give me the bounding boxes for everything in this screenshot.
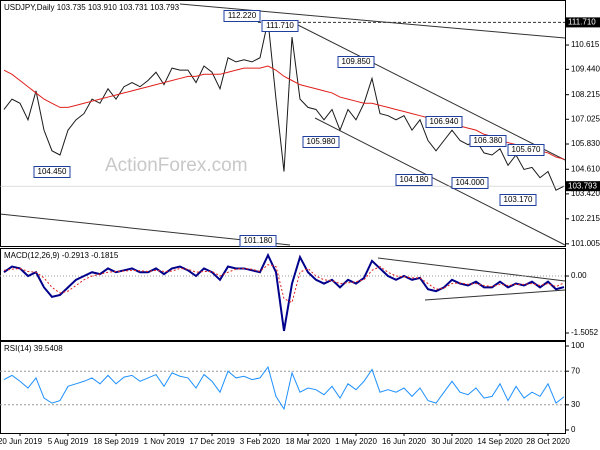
x-tick-label: 5 Aug 2019: [48, 437, 89, 446]
series-line: [3, 252, 565, 332]
y-tick-label: 101.005: [571, 239, 600, 248]
x-tick-label: 1 May 2020: [335, 437, 377, 446]
annotation: 104.000: [456, 178, 485, 187]
x-tick-label: 17 Dec 2019: [189, 437, 235, 446]
x-tick-label: 30 Jul 2020: [431, 437, 473, 446]
y-tick-label: 30: [571, 400, 580, 409]
annotation: 111.710: [266, 21, 294, 30]
annotation-box: [302, 136, 340, 148]
y-tick-label: 104.610: [571, 164, 600, 173]
y-tick-label: -1.5052: [571, 328, 599, 337]
annotation-box: [425, 116, 463, 128]
level-label: 103.793: [568, 181, 597, 190]
annotation-box: [507, 144, 545, 156]
y-tick-label: 100: [571, 341, 585, 350]
x-tick-label: 18 Mar 2020: [286, 437, 331, 446]
x-tick-label: 3 Feb 2020: [240, 437, 281, 446]
series-line: [3, 65, 565, 160]
y-tick-label: 105.830: [571, 139, 600, 148]
y-tick-label: 109.440: [571, 64, 600, 73]
x-tick-label: 14 Sep 2020: [477, 437, 523, 446]
level-box: [566, 181, 600, 192]
x-tick-label: 16 Jun 2020: [382, 437, 427, 446]
rsi-panel: [0, 341, 566, 434]
x-tick-label: 28 Oct 2020: [526, 437, 570, 446]
y-tick-label: 110.615: [571, 40, 600, 49]
annotation: 103.170: [504, 195, 533, 204]
channel-upper: [291, 21, 566, 161]
annotation: 106.940: [430, 117, 459, 126]
annotation: 109.850: [342, 57, 371, 66]
x-tick-label: 1 Nov 2019: [144, 437, 185, 446]
x-tick-label: 18 Sep 2019: [93, 437, 139, 446]
macd-trend-upper: [377, 257, 566, 282]
annotation-box: [223, 10, 261, 22]
macd-title: MACD(12,26,9) -0.2913 -0.1815: [4, 251, 119, 260]
y-tick-label: 103.420: [571, 189, 600, 198]
trend-line: [179, 3, 566, 39]
annotation-box: [239, 235, 277, 247]
y-tick-label: 108.215: [571, 90, 600, 99]
annotation-box: [337, 56, 375, 68]
annotation: 105.670: [512, 145, 541, 154]
price-title: USDJPY,Daily 103.735 103.910 103.731 103…: [4, 3, 180, 12]
y-tick-label: 102.215: [571, 214, 600, 223]
annotation: 101.180: [244, 236, 273, 245]
annotation: 104.450: [38, 167, 67, 176]
annotation-box: [469, 135, 507, 147]
annotation-box: [261, 20, 299, 32]
x-tick-label: 20 Jun 2019: [0, 437, 43, 446]
price-panel: [0, 0, 566, 247]
annotation-box: [451, 177, 489, 189]
annotation: 106.380: [474, 136, 503, 145]
annotation: 112.220: [228, 11, 257, 20]
watermark: ActionForex.com: [105, 155, 248, 176]
channel-lower: [314, 117, 566, 246]
series-line: [3, 365, 565, 411]
macd-trend-lower: [424, 289, 566, 301]
annotation-box: [33, 166, 71, 178]
annotation-box: [499, 194, 537, 206]
annotation: 105.980: [307, 137, 336, 146]
annotation: 104.180: [400, 175, 429, 184]
level-label: 111.710: [568, 17, 596, 26]
macd-panel: [0, 248, 566, 341]
level-box: [566, 17, 600, 28]
y-tick-label: 107.025: [571, 114, 600, 123]
annotation-box: [395, 174, 433, 186]
rsi-title: RSI(14) 39.5408: [4, 344, 63, 353]
y-tick-label: 70: [571, 366, 580, 375]
y-tick-label: 0: [571, 425, 576, 434]
y-tick-label: 0.00: [571, 271, 587, 280]
